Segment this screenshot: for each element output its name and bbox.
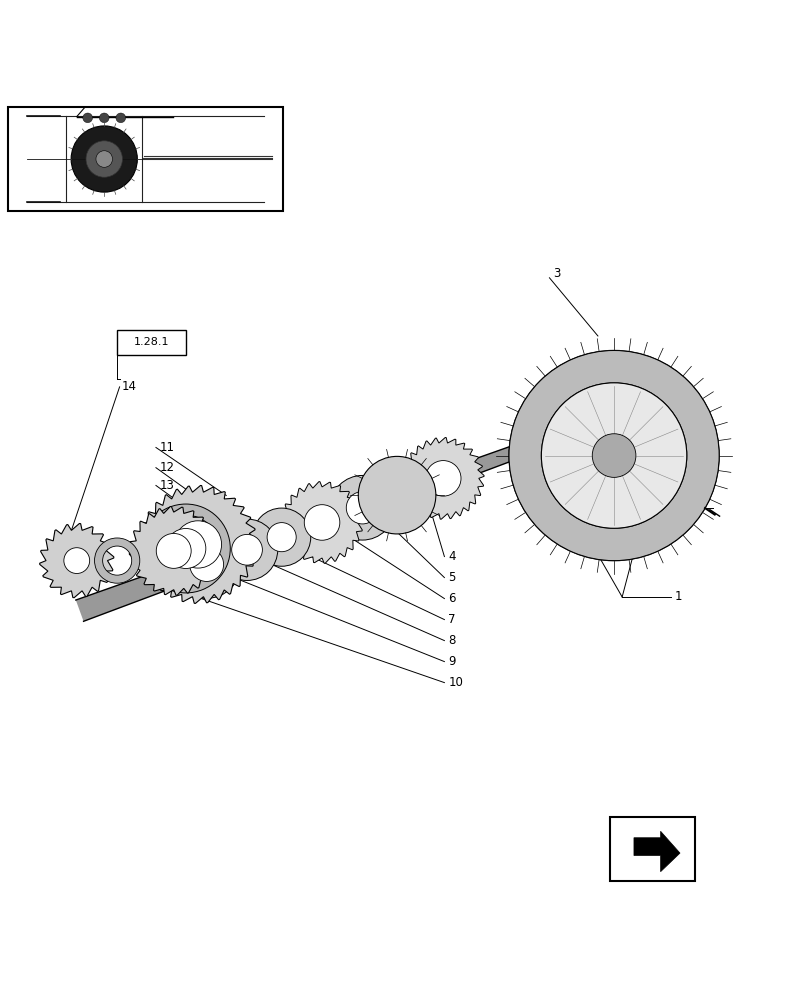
Circle shape (99, 113, 109, 123)
Circle shape (253, 508, 311, 566)
Circle shape (509, 351, 719, 561)
Circle shape (305, 505, 340, 540)
Circle shape (64, 548, 90, 573)
Polygon shape (76, 424, 579, 621)
Circle shape (232, 534, 263, 565)
Text: 3: 3 (553, 267, 561, 280)
Circle shape (83, 113, 93, 123)
Polygon shape (129, 507, 218, 595)
Circle shape (426, 461, 461, 496)
Text: 11: 11 (160, 441, 175, 454)
Circle shape (175, 521, 221, 568)
Circle shape (166, 528, 206, 568)
Text: 4: 4 (448, 550, 456, 563)
Text: 9: 9 (448, 655, 456, 668)
Polygon shape (402, 438, 484, 519)
Wedge shape (141, 504, 230, 593)
Wedge shape (95, 538, 140, 583)
Text: 14: 14 (121, 380, 137, 393)
Text: 12: 12 (160, 461, 175, 474)
Circle shape (173, 531, 241, 598)
Circle shape (330, 475, 395, 540)
Circle shape (541, 383, 687, 528)
Circle shape (116, 113, 125, 123)
Polygon shape (634, 831, 680, 872)
Text: 1.28.1: 1.28.1 (134, 337, 169, 347)
Circle shape (217, 519, 278, 580)
Polygon shape (40, 524, 114, 598)
Circle shape (86, 141, 123, 177)
Text: 7: 7 (448, 613, 456, 626)
Polygon shape (139, 486, 257, 603)
Text: 2: 2 (691, 502, 698, 515)
Text: 8: 8 (448, 634, 456, 647)
Circle shape (71, 126, 137, 192)
Text: 10: 10 (448, 676, 463, 689)
Circle shape (156, 533, 191, 568)
Bar (117, 330, 186, 355)
Circle shape (190, 547, 224, 581)
Text: 1: 1 (675, 590, 682, 603)
Circle shape (358, 456, 436, 534)
Circle shape (382, 481, 411, 510)
Text: 5: 5 (448, 571, 456, 584)
Circle shape (267, 523, 297, 552)
Wedge shape (509, 351, 719, 561)
Text: 13: 13 (160, 479, 175, 492)
Polygon shape (281, 482, 363, 563)
Text: 6: 6 (448, 592, 456, 605)
Circle shape (96, 151, 112, 167)
Bar (8, 107, 283, 211)
Circle shape (368, 466, 426, 524)
Bar (610, 817, 695, 881)
Circle shape (592, 434, 636, 477)
Circle shape (347, 492, 379, 524)
